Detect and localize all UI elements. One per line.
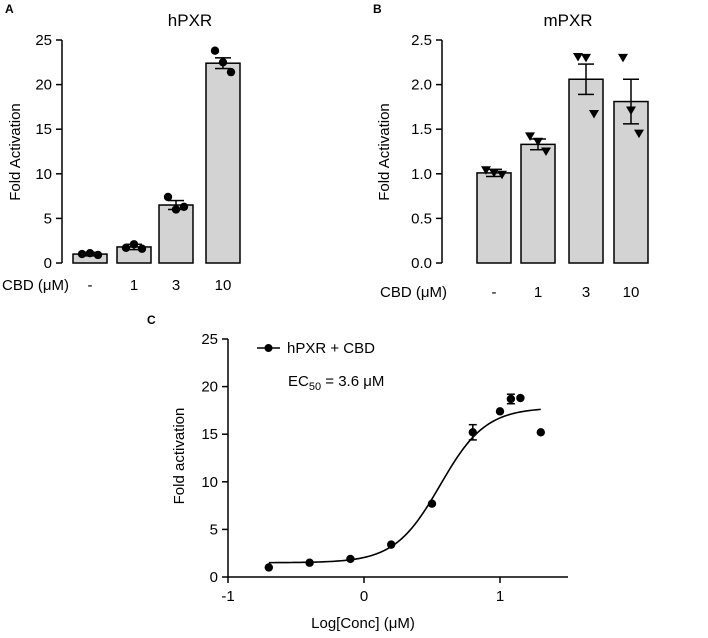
data-point [427, 499, 437, 508]
panel-b-plot: 0.0 0.5 1.0 1.5 2.0 2.5 CBD (μM) - 1 3 10 [380, 32, 649, 301]
data-point [77, 249, 87, 259]
data-point [536, 428, 545, 437]
y-tick-label: 2.5 [411, 32, 432, 49]
data-point [387, 540, 396, 549]
ec50-prefix: EC [288, 373, 309, 390]
data-point [573, 52, 583, 62]
ec50-subscript: 50 [309, 381, 321, 393]
bar [520, 143, 556, 264]
panel-a: A hPXR Fold Activation 0 5 10 15 20 25 CBD (μM… [2, 2, 241, 294]
ec50-annotation: EC50 = 3.6 μM [288, 373, 384, 393]
bar [568, 78, 604, 264]
x-tick-label: 3 [172, 277, 180, 294]
panel-a-y-axis-label: Fold Activation [7, 103, 24, 201]
y-tick-label: 25 [35, 32, 52, 49]
x-tick-label: 0 [360, 588, 368, 605]
data-point [481, 166, 491, 175]
data-point [85, 248, 95, 258]
data-point [489, 168, 499, 178]
x-tick-label: - [88, 277, 93, 294]
panel-c-x-axis-label: Log[Conc] (μM) [311, 615, 415, 632]
data-point [121, 243, 131, 253]
data-point [129, 240, 139, 249]
panel-b-title: mPXR [543, 11, 592, 30]
y-tick-label: 1.5 [411, 121, 432, 138]
data-point [581, 53, 591, 63]
data-point [495, 407, 505, 416]
data-point [218, 58, 228, 67]
x-tick-label: - [492, 284, 497, 301]
data-point [634, 129, 644, 139]
y-tick-label: 0 [44, 255, 52, 272]
y-tick-label: 0.5 [411, 210, 432, 227]
y-tick-label: 5 [210, 521, 218, 538]
y-tick-label: 15 [35, 121, 52, 138]
y-tick-label: 2.0 [411, 77, 432, 94]
x-axis-label: CBD (μM) [380, 284, 447, 301]
panel-c-legend: hPXR + CBD [257, 340, 375, 357]
data-point [226, 67, 236, 77]
x-tick-label: 3 [582, 284, 590, 301]
y-tick-label: 10 [35, 166, 52, 183]
x-axis-label: CBD (μM) [2, 277, 69, 294]
y-tick-label: 20 [201, 379, 218, 396]
panel-b-y-axis-label: Fold Activation [376, 103, 393, 201]
data-point [305, 558, 314, 567]
x-tick-label: -1 [221, 588, 234, 605]
bar [613, 100, 649, 264]
data-point [93, 250, 103, 260]
y-tick-label: 15 [201, 426, 218, 443]
x-tick-label: 1 [496, 588, 504, 605]
y-tick-label: 5 [44, 210, 52, 227]
data-point [171, 205, 181, 214]
panel-c-y-axis-label: Fold activation [171, 408, 188, 505]
data-point [516, 393, 525, 403]
y-tick-label: 0 [210, 569, 218, 586]
data-point [626, 106, 636, 115]
bar [476, 172, 512, 264]
panel-b: B mPXR Fold Activation 0.0 0.5 1.0 1.5 2.0 2.… [373, 2, 649, 301]
panel-a-plot: 0 5 10 15 20 25 CBD (μM) - 1 3 10 [2, 32, 241, 294]
panel-a-title: hPXR [168, 11, 212, 30]
panel-letter-c: C [147, 313, 156, 327]
panel-c: C Fold activation Log[Conc] (μM) hPXR + … [147, 313, 568, 632]
ec50-value: = 3.6 μM [321, 373, 384, 390]
data-point [506, 394, 516, 404]
data-point [541, 147, 551, 156]
x-tick-label: 10 [623, 284, 640, 301]
y-tick-label: 20 [35, 77, 52, 94]
y-tick-label: 25 [201, 331, 218, 348]
data-point [589, 110, 599, 119]
bar [205, 62, 241, 264]
y-tick-label: 0.0 [411, 255, 432, 272]
panel-letter-b: B [373, 2, 382, 16]
data-point [346, 554, 355, 564]
data-point [533, 137, 543, 147]
x-tick-label: 1 [130, 277, 138, 294]
x-tick-label: 10 [215, 277, 232, 294]
fit-curve [268, 408, 541, 564]
data-point [525, 132, 535, 141]
legend-label: hPXR + CBD [287, 340, 375, 357]
data-point [468, 428, 477, 437]
y-tick-label: 1.0 [411, 166, 432, 183]
data-point [264, 563, 273, 572]
legend-marker [264, 344, 273, 352]
data-point [179, 202, 189, 212]
data-point [163, 192, 173, 202]
panel-letter-a: A [5, 2, 14, 16]
data-point [618, 53, 628, 63]
data-point [210, 46, 220, 55]
data-point [137, 244, 147, 253]
y-tick-label: 10 [201, 474, 218, 491]
x-tick-label: 1 [534, 284, 542, 301]
data-point [497, 170, 507, 180]
bar [158, 204, 194, 264]
